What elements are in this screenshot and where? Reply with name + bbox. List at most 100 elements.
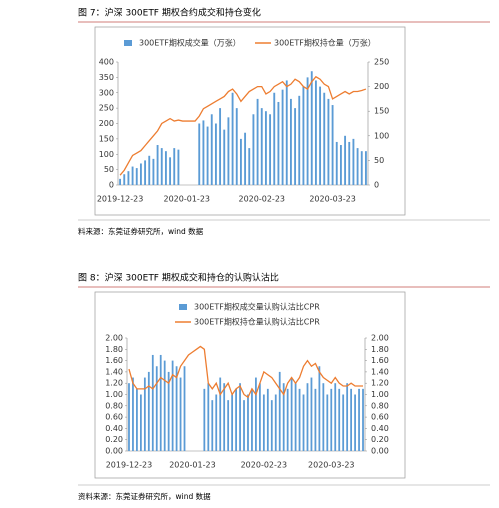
legend-label: 300ETF期权成交量（万张）	[139, 38, 241, 48]
bar	[314, 388, 317, 451]
y-tick-label: 0.80	[105, 401, 123, 410]
bar	[179, 377, 182, 451]
bar	[264, 111, 267, 185]
y-tick-label: 1.40	[105, 367, 123, 376]
bar	[160, 148, 163, 185]
bar	[358, 388, 360, 451]
y-tick-label: 2.00	[105, 334, 123, 343]
y2-tick-label: 1.60	[371, 356, 389, 365]
bar	[239, 383, 241, 451]
y2-tick-label: 200	[374, 82, 389, 91]
bar	[326, 394, 329, 451]
bar	[131, 166, 134, 185]
bar	[334, 383, 337, 451]
bar	[318, 366, 321, 451]
y-tick-label: 250	[99, 104, 114, 113]
y2-tick-label: 100	[374, 131, 389, 140]
bar	[256, 98, 259, 185]
bar	[323, 92, 326, 185]
bar	[322, 383, 325, 451]
bar	[319, 86, 322, 185]
bar	[215, 394, 218, 451]
y-tick-label: 0.00	[105, 447, 123, 456]
bar	[289, 98, 292, 185]
y-tick-label: 1.20	[105, 379, 123, 388]
bar	[281, 89, 284, 185]
bar	[362, 388, 364, 451]
bar	[338, 388, 341, 451]
bar	[223, 129, 226, 185]
bar	[132, 377, 134, 451]
legend-label: 300ETF期权成交量认购认沽比CPR	[194, 302, 320, 312]
bar	[356, 148, 359, 185]
y2-tick-label: 1.80	[371, 345, 389, 354]
y2-tick-label: 0	[374, 181, 379, 190]
bar	[247, 394, 249, 451]
bar	[364, 151, 367, 185]
bar	[128, 383, 130, 451]
bar	[136, 388, 138, 451]
y2-tick-label: 0.60	[371, 413, 389, 422]
bar	[143, 377, 146, 451]
bar	[148, 155, 151, 185]
bar	[206, 126, 209, 185]
y2-tick-label: 0.20	[371, 435, 389, 444]
bar	[198, 123, 201, 185]
bar	[235, 108, 238, 185]
bar	[294, 383, 297, 451]
bar	[127, 171, 130, 185]
bar	[306, 383, 309, 451]
y2-tick-label: 0.80	[371, 401, 389, 410]
bar	[119, 178, 122, 185]
x-tick-label: 2019-12-23	[106, 461, 153, 470]
x-tick-label: 2019-12-23	[97, 195, 144, 204]
bar	[360, 151, 363, 185]
bar	[175, 366, 178, 451]
y-tick-label: 1.80	[105, 345, 123, 354]
bar	[214, 123, 217, 185]
bar	[273, 92, 276, 185]
bar	[327, 98, 330, 185]
bar	[171, 360, 174, 451]
y-tick-label: 0.40	[105, 424, 123, 433]
bar	[239, 138, 242, 185]
bar	[173, 148, 176, 185]
x-tick-label: 2020-01-23	[164, 195, 211, 204]
x-tick-label: 2020-03-23	[308, 461, 355, 470]
bar	[310, 377, 313, 451]
bar	[163, 360, 166, 451]
y2-tick-label: 250	[374, 58, 389, 67]
y2-tick-label: 150	[374, 107, 389, 116]
y-tick-label: 1.00	[105, 390, 123, 399]
bar	[286, 388, 289, 451]
legend-swatch	[179, 304, 187, 310]
bar	[144, 160, 147, 185]
y-tick-label: 100	[99, 150, 114, 159]
bar	[352, 138, 355, 185]
bar	[302, 394, 305, 451]
source-note: 资料来源：东莞证券研究所，wind 数据	[78, 491, 211, 501]
bar	[339, 145, 342, 185]
bar	[258, 383, 261, 451]
bar	[235, 388, 237, 451]
bar	[203, 388, 206, 451]
y2-tick-label: 0.40	[371, 424, 389, 433]
y-tick-label: 0.20	[105, 435, 123, 444]
bar	[260, 108, 263, 185]
y2-tick-label: 0.00	[371, 447, 389, 456]
bar	[155, 366, 158, 451]
bar	[227, 117, 230, 185]
bar	[219, 108, 222, 185]
bar	[342, 394, 345, 451]
y-tick-label: 0.60	[105, 413, 123, 422]
bar	[331, 105, 334, 185]
x-tick-label: 2020-02-23	[241, 461, 288, 470]
y-tick-label: 150	[99, 134, 114, 143]
x-tick-label: 2020-02-23	[239, 195, 286, 204]
bar	[277, 101, 280, 185]
bar	[231, 394, 234, 451]
bar	[147, 371, 150, 451]
bar	[290, 377, 293, 451]
bar	[282, 383, 285, 451]
bar	[285, 80, 288, 185]
